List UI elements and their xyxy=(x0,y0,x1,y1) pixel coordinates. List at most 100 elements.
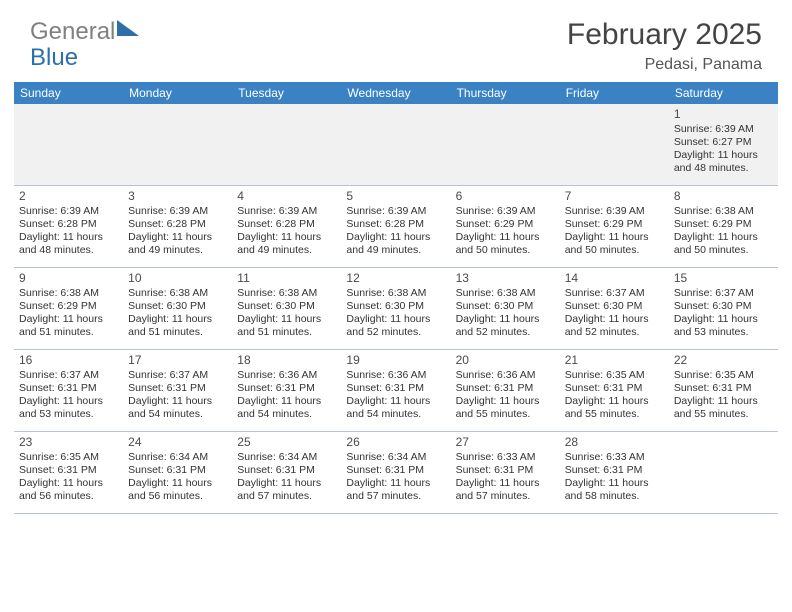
calendar-cell: 4Sunrise: 6:39 AMSunset: 6:28 PMDaylight… xyxy=(232,186,341,268)
sunrise-label: Sunrise: 6:39 AM xyxy=(674,123,773,136)
sunrise-label: Sunrise: 6:38 AM xyxy=(128,287,227,300)
calendar-cell: 2Sunrise: 6:39 AMSunset: 6:28 PMDaylight… xyxy=(14,186,123,268)
calendar-cell: 10Sunrise: 6:38 AMSunset: 6:30 PMDayligh… xyxy=(123,268,232,350)
daylight-label: Daylight: 11 hours and 56 minutes. xyxy=(128,477,227,503)
sunrise-label: Sunrise: 6:33 AM xyxy=(565,451,664,464)
day-number: 11 xyxy=(237,271,336,286)
sunrise-label: Sunrise: 6:36 AM xyxy=(456,369,555,382)
day-number: 3 xyxy=(128,189,227,204)
calendar-cell xyxy=(341,104,450,186)
sunrise-label: Sunrise: 6:37 AM xyxy=(565,287,664,300)
day-number: 17 xyxy=(128,353,227,368)
sunrise-label: Sunrise: 6:34 AM xyxy=(128,451,227,464)
day-number: 12 xyxy=(346,271,445,286)
calendar-cell: 14Sunrise: 6:37 AMSunset: 6:30 PMDayligh… xyxy=(560,268,669,350)
calendar-cell: 27Sunrise: 6:33 AMSunset: 6:31 PMDayligh… xyxy=(451,432,560,514)
day-number: 5 xyxy=(346,189,445,204)
calendar-cell: 16Sunrise: 6:37 AMSunset: 6:31 PMDayligh… xyxy=(14,350,123,432)
weekday-tuesday: Tuesday xyxy=(232,82,341,104)
calendar-cell: 26Sunrise: 6:34 AMSunset: 6:31 PMDayligh… xyxy=(341,432,450,514)
brand-triangle-icon xyxy=(117,20,139,36)
sunset-label: Sunset: 6:31 PM xyxy=(237,464,336,477)
calendar-cell: 12Sunrise: 6:38 AMSunset: 6:30 PMDayligh… xyxy=(341,268,450,350)
daylight-label: Daylight: 11 hours and 49 minutes. xyxy=(128,231,227,257)
day-number: 7 xyxy=(565,189,664,204)
sunset-label: Sunset: 6:28 PM xyxy=(128,218,227,231)
daylight-label: Daylight: 11 hours and 51 minutes. xyxy=(237,313,336,339)
daylight-label: Daylight: 11 hours and 51 minutes. xyxy=(128,313,227,339)
calendar-cell: 20Sunrise: 6:36 AMSunset: 6:31 PMDayligh… xyxy=(451,350,560,432)
daylight-label: Daylight: 11 hours and 50 minutes. xyxy=(456,231,555,257)
daylight-label: Daylight: 11 hours and 55 minutes. xyxy=(674,395,773,421)
day-number: 9 xyxy=(19,271,118,286)
sunset-label: Sunset: 6:30 PM xyxy=(128,300,227,313)
day-number: 27 xyxy=(456,435,555,450)
sunset-label: Sunset: 6:31 PM xyxy=(456,382,555,395)
sunrise-label: Sunrise: 6:37 AM xyxy=(128,369,227,382)
day-number: 26 xyxy=(346,435,445,450)
sunrise-label: Sunrise: 6:38 AM xyxy=(346,287,445,300)
calendar-cell: 13Sunrise: 6:38 AMSunset: 6:30 PMDayligh… xyxy=(451,268,560,350)
day-number: 15 xyxy=(674,271,773,286)
daylight-label: Daylight: 11 hours and 55 minutes. xyxy=(456,395,555,421)
title-block: February 2025 Pedasi, Panama xyxy=(567,18,762,74)
daylight-label: Daylight: 11 hours and 52 minutes. xyxy=(565,313,664,339)
calendar-cell: 11Sunrise: 6:38 AMSunset: 6:30 PMDayligh… xyxy=(232,268,341,350)
sunset-label: Sunset: 6:30 PM xyxy=(456,300,555,313)
day-number: 14 xyxy=(565,271,664,286)
calendar-cell: 18Sunrise: 6:36 AMSunset: 6:31 PMDayligh… xyxy=(232,350,341,432)
header: General February 2025 Pedasi, Panama xyxy=(0,0,792,82)
daylight-label: Daylight: 11 hours and 52 minutes. xyxy=(456,313,555,339)
brand-part1: General xyxy=(30,18,115,46)
calendar-cell: 9Sunrise: 6:38 AMSunset: 6:29 PMDaylight… xyxy=(14,268,123,350)
sunset-label: Sunset: 6:31 PM xyxy=(19,382,118,395)
sunrise-label: Sunrise: 6:36 AM xyxy=(346,369,445,382)
sunrise-label: Sunrise: 6:38 AM xyxy=(237,287,336,300)
sunset-label: Sunset: 6:30 PM xyxy=(346,300,445,313)
sunset-label: Sunset: 6:31 PM xyxy=(237,382,336,395)
sunrise-label: Sunrise: 6:38 AM xyxy=(456,287,555,300)
sunrise-label: Sunrise: 6:39 AM xyxy=(128,205,227,218)
day-number: 4 xyxy=(237,189,336,204)
day-number: 18 xyxy=(237,353,336,368)
day-number: 22 xyxy=(674,353,773,368)
sunset-label: Sunset: 6:29 PM xyxy=(19,300,118,313)
sunset-label: Sunset: 6:29 PM xyxy=(565,218,664,231)
day-number: 1 xyxy=(674,107,773,122)
calendar-cell xyxy=(451,104,560,186)
calendar-cell xyxy=(14,104,123,186)
calendar-grid: 1Sunrise: 6:39 AMSunset: 6:27 PMDaylight… xyxy=(14,104,778,514)
daylight-label: Daylight: 11 hours and 56 minutes. xyxy=(19,477,118,503)
calendar-cell: 15Sunrise: 6:37 AMSunset: 6:30 PMDayligh… xyxy=(669,268,778,350)
sunset-label: Sunset: 6:31 PM xyxy=(128,464,227,477)
calendar-cell: 3Sunrise: 6:39 AMSunset: 6:28 PMDaylight… xyxy=(123,186,232,268)
sunrise-label: Sunrise: 6:39 AM xyxy=(19,205,118,218)
day-number: 16 xyxy=(19,353,118,368)
daylight-label: Daylight: 11 hours and 52 minutes. xyxy=(346,313,445,339)
daylight-label: Daylight: 11 hours and 48 minutes. xyxy=(674,149,773,175)
calendar-cell: 28Sunrise: 6:33 AMSunset: 6:31 PMDayligh… xyxy=(560,432,669,514)
daylight-label: Daylight: 11 hours and 54 minutes. xyxy=(237,395,336,421)
sunrise-label: Sunrise: 6:37 AM xyxy=(674,287,773,300)
brand-logo-line2: Blue xyxy=(30,44,78,72)
sunset-label: Sunset: 6:30 PM xyxy=(674,300,773,313)
calendar-cell: 6Sunrise: 6:39 AMSunset: 6:29 PMDaylight… xyxy=(451,186,560,268)
calendar-cell: 8Sunrise: 6:38 AMSunset: 6:29 PMDaylight… xyxy=(669,186,778,268)
sunset-label: Sunset: 6:28 PM xyxy=(237,218,336,231)
day-number: 23 xyxy=(19,435,118,450)
sunrise-label: Sunrise: 6:39 AM xyxy=(565,205,664,218)
weekday-monday: Monday xyxy=(123,82,232,104)
daylight-label: Daylight: 11 hours and 49 minutes. xyxy=(346,231,445,257)
day-number: 13 xyxy=(456,271,555,286)
sunrise-label: Sunrise: 6:35 AM xyxy=(19,451,118,464)
weekday-thursday: Thursday xyxy=(451,82,560,104)
sunset-label: Sunset: 6:29 PM xyxy=(674,218,773,231)
calendar-cell: 5Sunrise: 6:39 AMSunset: 6:28 PMDaylight… xyxy=(341,186,450,268)
daylight-label: Daylight: 11 hours and 53 minutes. xyxy=(674,313,773,339)
calendar-cell: 22Sunrise: 6:35 AMSunset: 6:31 PMDayligh… xyxy=(669,350,778,432)
sunset-label: Sunset: 6:29 PM xyxy=(456,218,555,231)
calendar-cell: 19Sunrise: 6:36 AMSunset: 6:31 PMDayligh… xyxy=(341,350,450,432)
month-title: February 2025 xyxy=(567,18,762,52)
sunrise-label: Sunrise: 6:35 AM xyxy=(565,369,664,382)
daylight-label: Daylight: 11 hours and 54 minutes. xyxy=(346,395,445,421)
